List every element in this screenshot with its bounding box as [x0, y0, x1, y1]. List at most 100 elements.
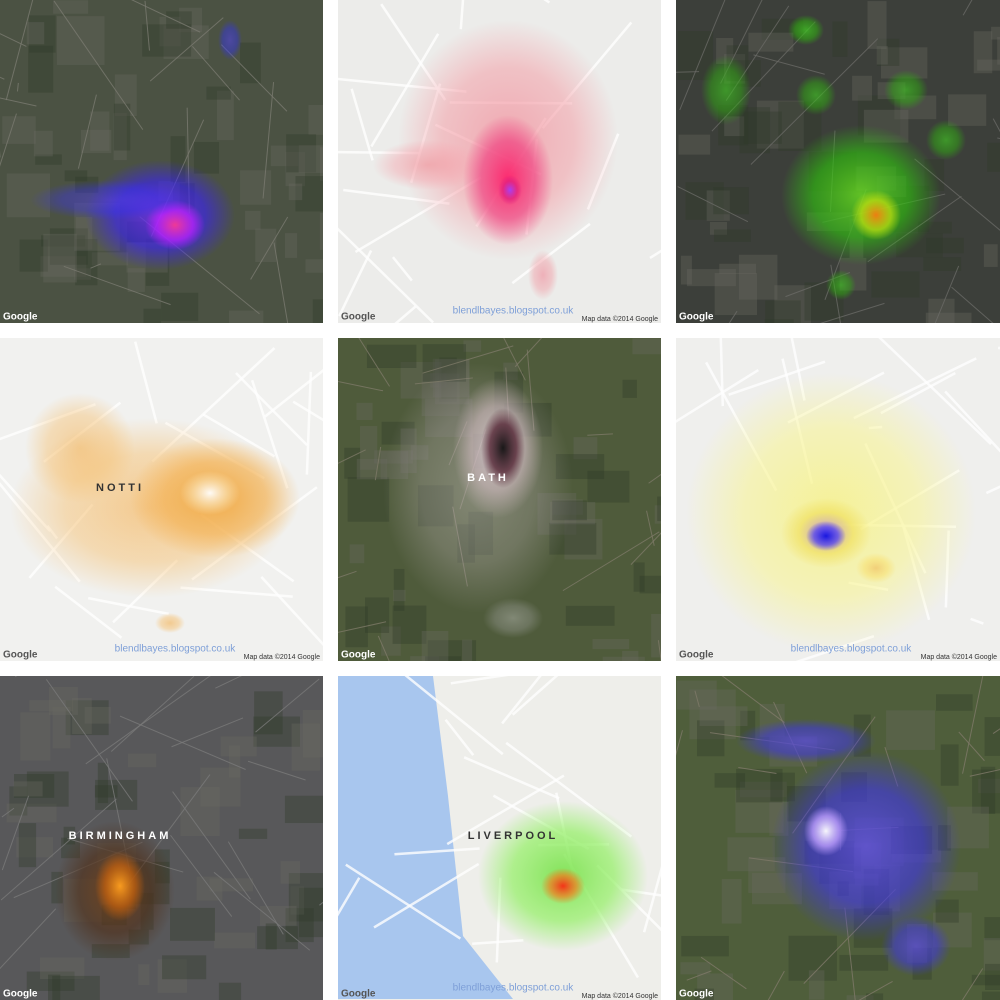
terrain-patch [319, 212, 323, 250]
road [511, 676, 559, 716]
terrain-patch [288, 183, 303, 201]
terrain-patch [871, 271, 920, 298]
terrain-patch [587, 470, 630, 503]
road [962, 676, 984, 774]
attribution: Map data ©2014 Google [582, 315, 658, 323]
terrain-patch [971, 974, 1000, 986]
terrain-patch [706, 190, 730, 221]
road [85, 676, 211, 765]
terrain-patch [709, 221, 728, 235]
road [273, 242, 289, 323]
terrain-patch [220, 736, 257, 757]
terrain-patch [6, 803, 57, 823]
google-logo: Google [3, 989, 38, 1000]
terrain-patch [285, 152, 306, 187]
terrain-patch [228, 310, 264, 323]
terrain-patch [13, 774, 55, 798]
heat-blob [856, 553, 896, 583]
terrain-patch [161, 292, 199, 322]
terrain-patch [63, 826, 76, 845]
terrain-patch [356, 458, 388, 480]
attribution: Map data ©2014 Google [921, 653, 997, 661]
terrain-patch [239, 42, 261, 84]
terrain-patch [592, 639, 630, 650]
terrain-patch [48, 974, 61, 1000]
road [0, 908, 57, 970]
terrain-patch [72, 697, 92, 735]
road [642, 866, 661, 933]
terrain-patch [727, 837, 775, 872]
google-logo: Google [341, 650, 376, 661]
heat-blob [884, 70, 928, 110]
road [958, 731, 985, 762]
terrain-patch [686, 269, 736, 287]
terrain-patch [40, 957, 85, 980]
terrain-patch [739, 781, 787, 798]
terrain-patch [286, 134, 317, 173]
terrain-patch [832, 21, 848, 57]
terrain-patch [633, 562, 645, 592]
road [0, 33, 27, 47]
terrain-patch [980, 766, 996, 814]
heat-blob [804, 806, 848, 856]
road [53, 0, 144, 130]
road [1, 807, 15, 818]
road [676, 368, 759, 423]
road [962, 0, 973, 16]
road [110, 676, 195, 752]
terrain-patch [142, 24, 192, 57]
terrain-patch [308, 104, 323, 135]
terrain-patch [764, 319, 794, 323]
road [676, 71, 700, 73]
terrain-patch [20, 712, 51, 761]
terrain-patch [739, 107, 771, 154]
terrain-patch [13, 781, 43, 797]
road [970, 617, 984, 625]
road [54, 585, 123, 639]
heat-blob [806, 521, 846, 551]
terrain-patch [356, 402, 373, 420]
terrain-patch [565, 605, 615, 626]
road [514, 338, 543, 368]
terrain-patch [681, 935, 729, 957]
terrain-patch [918, 221, 952, 234]
terrain-patch [678, 134, 711, 155]
road [728, 360, 826, 396]
terrain-patch [291, 723, 320, 771]
terrain-patch [284, 795, 323, 824]
terrain-patch [984, 917, 1000, 941]
terrain-patch [366, 344, 417, 368]
terrain-patch [719, 263, 757, 274]
road [247, 760, 306, 781]
terrain-patch [49, 228, 88, 265]
terrain-patch [866, 993, 884, 1000]
terrain-patch [84, 706, 111, 724]
terrain-patch [936, 694, 973, 711]
terrain-patch [462, 639, 473, 661]
terrain-patch [748, 32, 794, 52]
terrain-patch [65, 700, 109, 736]
terrain-patch [26, 22, 45, 45]
road [171, 717, 244, 748]
heat-blob [95, 851, 145, 921]
road [338, 227, 434, 323]
road [422, 345, 514, 374]
road [646, 510, 655, 546]
terrain-patch [738, 254, 778, 300]
terrain-patch [344, 447, 361, 479]
road [503, 338, 526, 381]
terrain-patch [680, 255, 692, 285]
heat-blob [180, 471, 240, 515]
terrain-patch [347, 477, 390, 522]
terrain-patch [64, 170, 88, 182]
terrain-patch [127, 268, 145, 292]
terrain-patch [113, 113, 127, 161]
terrain-patch [923, 257, 962, 272]
terrain-patch [29, 700, 73, 712]
road [213, 871, 311, 951]
heat-blob [155, 613, 185, 633]
road [192, 45, 240, 101]
terrain-patch [928, 298, 955, 323]
watermark: blendlbayes.blogspot.co.uk [453, 983, 575, 994]
heat-blob [881, 916, 951, 976]
